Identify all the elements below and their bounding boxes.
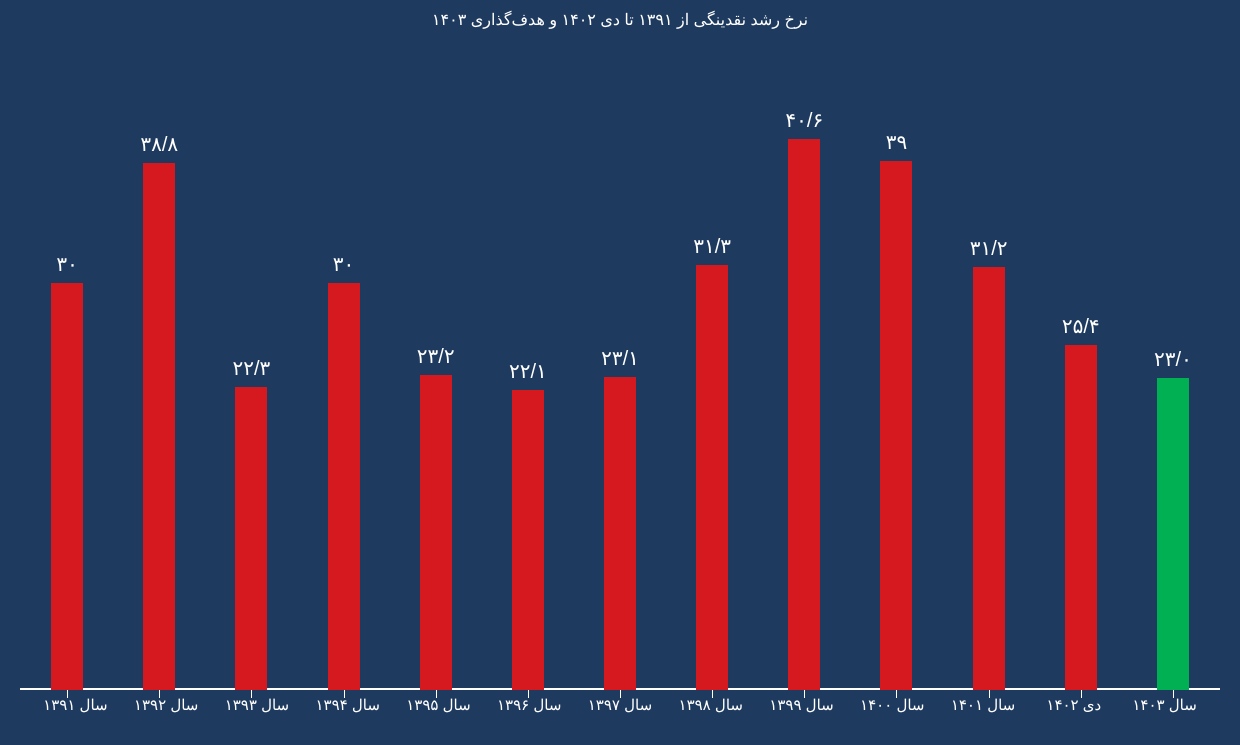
axis-tick	[344, 690, 345, 698]
bar-group: ۲۲/۳	[205, 60, 297, 690]
bar-value-label: ۳۱/۲	[970, 236, 1008, 261]
axis-tick	[67, 690, 68, 698]
bar-value-label: ۳۸/۸	[140, 132, 178, 157]
bar-value-label: ۳۰	[56, 252, 77, 277]
bar-group: ۳۱/۳	[666, 60, 758, 690]
axis-tick	[159, 690, 160, 698]
x-axis-label: سال ۱۳۹۹	[756, 692, 847, 714]
bar-value-label: ۲۳/۱	[601, 346, 639, 371]
chart-title: نرخ رشد نقدینگی از ۱۳۹۱ تا دی ۱۴۰۲ و هدف…	[20, 10, 1220, 30]
plot-area: ۳۰ ۳۸/۸ ۲۲/۳ ۳۰ ۲۳/۲ ۲۲/۱ ۲۳/۱ ۳۱/۳ ۴۰/۶ ۳۹ ۳۱/۲ ۲۵…	[20, 60, 1220, 690]
axis-tick	[1173, 690, 1174, 698]
bar	[973, 267, 1005, 690]
bar-value-label: ۳۰	[333, 252, 354, 277]
x-axis-label: سال ۱۴۰۰	[847, 692, 938, 714]
bar	[143, 163, 175, 690]
x-axis-label: سال ۱۳۹۳	[212, 692, 303, 714]
axis-tick	[989, 690, 990, 698]
x-axis-label: سال ۱۳۹۴	[302, 692, 393, 714]
bar-value-label: ۲۳/۲	[417, 344, 455, 369]
x-axis-label: سال ۱۳۹۲	[121, 692, 212, 714]
bar-value-label: ۲۵/۴	[1062, 314, 1100, 339]
x-axis-label: سال ۱۴۰۱	[938, 692, 1029, 714]
bar-group: ۳۰	[297, 60, 389, 690]
bar-group: ۲۳/۰	[1127, 60, 1219, 690]
bar-group: ۲۳/۲	[390, 60, 482, 690]
axis-tick	[804, 690, 805, 698]
x-axis-label: سال ۱۳۹۶	[484, 692, 575, 714]
bar	[51, 283, 83, 690]
axis-tick	[1081, 690, 1082, 698]
bar	[696, 265, 728, 690]
bar-group: ۳۹	[850, 60, 942, 690]
bar-value-label: ۳۹	[886, 130, 907, 155]
bar-value-label: ۲۲/۳	[232, 356, 270, 381]
axis-tick	[620, 690, 621, 698]
bar	[880, 161, 912, 690]
bar	[1157, 378, 1189, 690]
bar	[420, 375, 452, 690]
bar-group: ۲۵/۴	[1035, 60, 1127, 690]
bar-group: ۳۰	[21, 60, 113, 690]
bar	[1065, 345, 1097, 690]
x-axis-label: سال ۱۴۰۳	[1119, 692, 1210, 714]
bar-value-label: ۲۳/۰	[1154, 347, 1192, 372]
axis-tick	[712, 690, 713, 698]
bar-value-label: ۲۲/۱	[509, 359, 547, 384]
bar-group: ۲۳/۱	[574, 60, 666, 690]
bar-group: ۲۲/۱	[482, 60, 574, 690]
x-axis-label: سال ۱۳۹۵	[393, 692, 484, 714]
x-axis-label: سال ۱۳۹۸	[665, 692, 756, 714]
chart-container: نرخ رشد نقدینگی از ۱۳۹۱ تا دی ۱۴۰۲ و هدف…	[0, 0, 1240, 745]
bar	[328, 283, 360, 690]
bar-group: ۳۸/۸	[113, 60, 205, 690]
bar-value-label: ۳۱/۳	[693, 234, 731, 259]
bar-group: ۴۰/۶	[758, 60, 850, 690]
bar-group: ۳۱/۲	[943, 60, 1035, 690]
x-axis-label: دی ۱۴۰۲	[1028, 692, 1119, 714]
axis-tick	[896, 690, 897, 698]
bar	[604, 377, 636, 691]
axis-tick	[436, 690, 437, 698]
bar	[512, 390, 544, 690]
axis-tick	[528, 690, 529, 698]
axis-tick	[251, 690, 252, 698]
bar	[235, 387, 267, 690]
bar	[788, 139, 820, 690]
x-axis-label: سال ۱۳۹۱	[30, 692, 121, 714]
bar-value-label: ۴۰/۶	[785, 108, 823, 133]
